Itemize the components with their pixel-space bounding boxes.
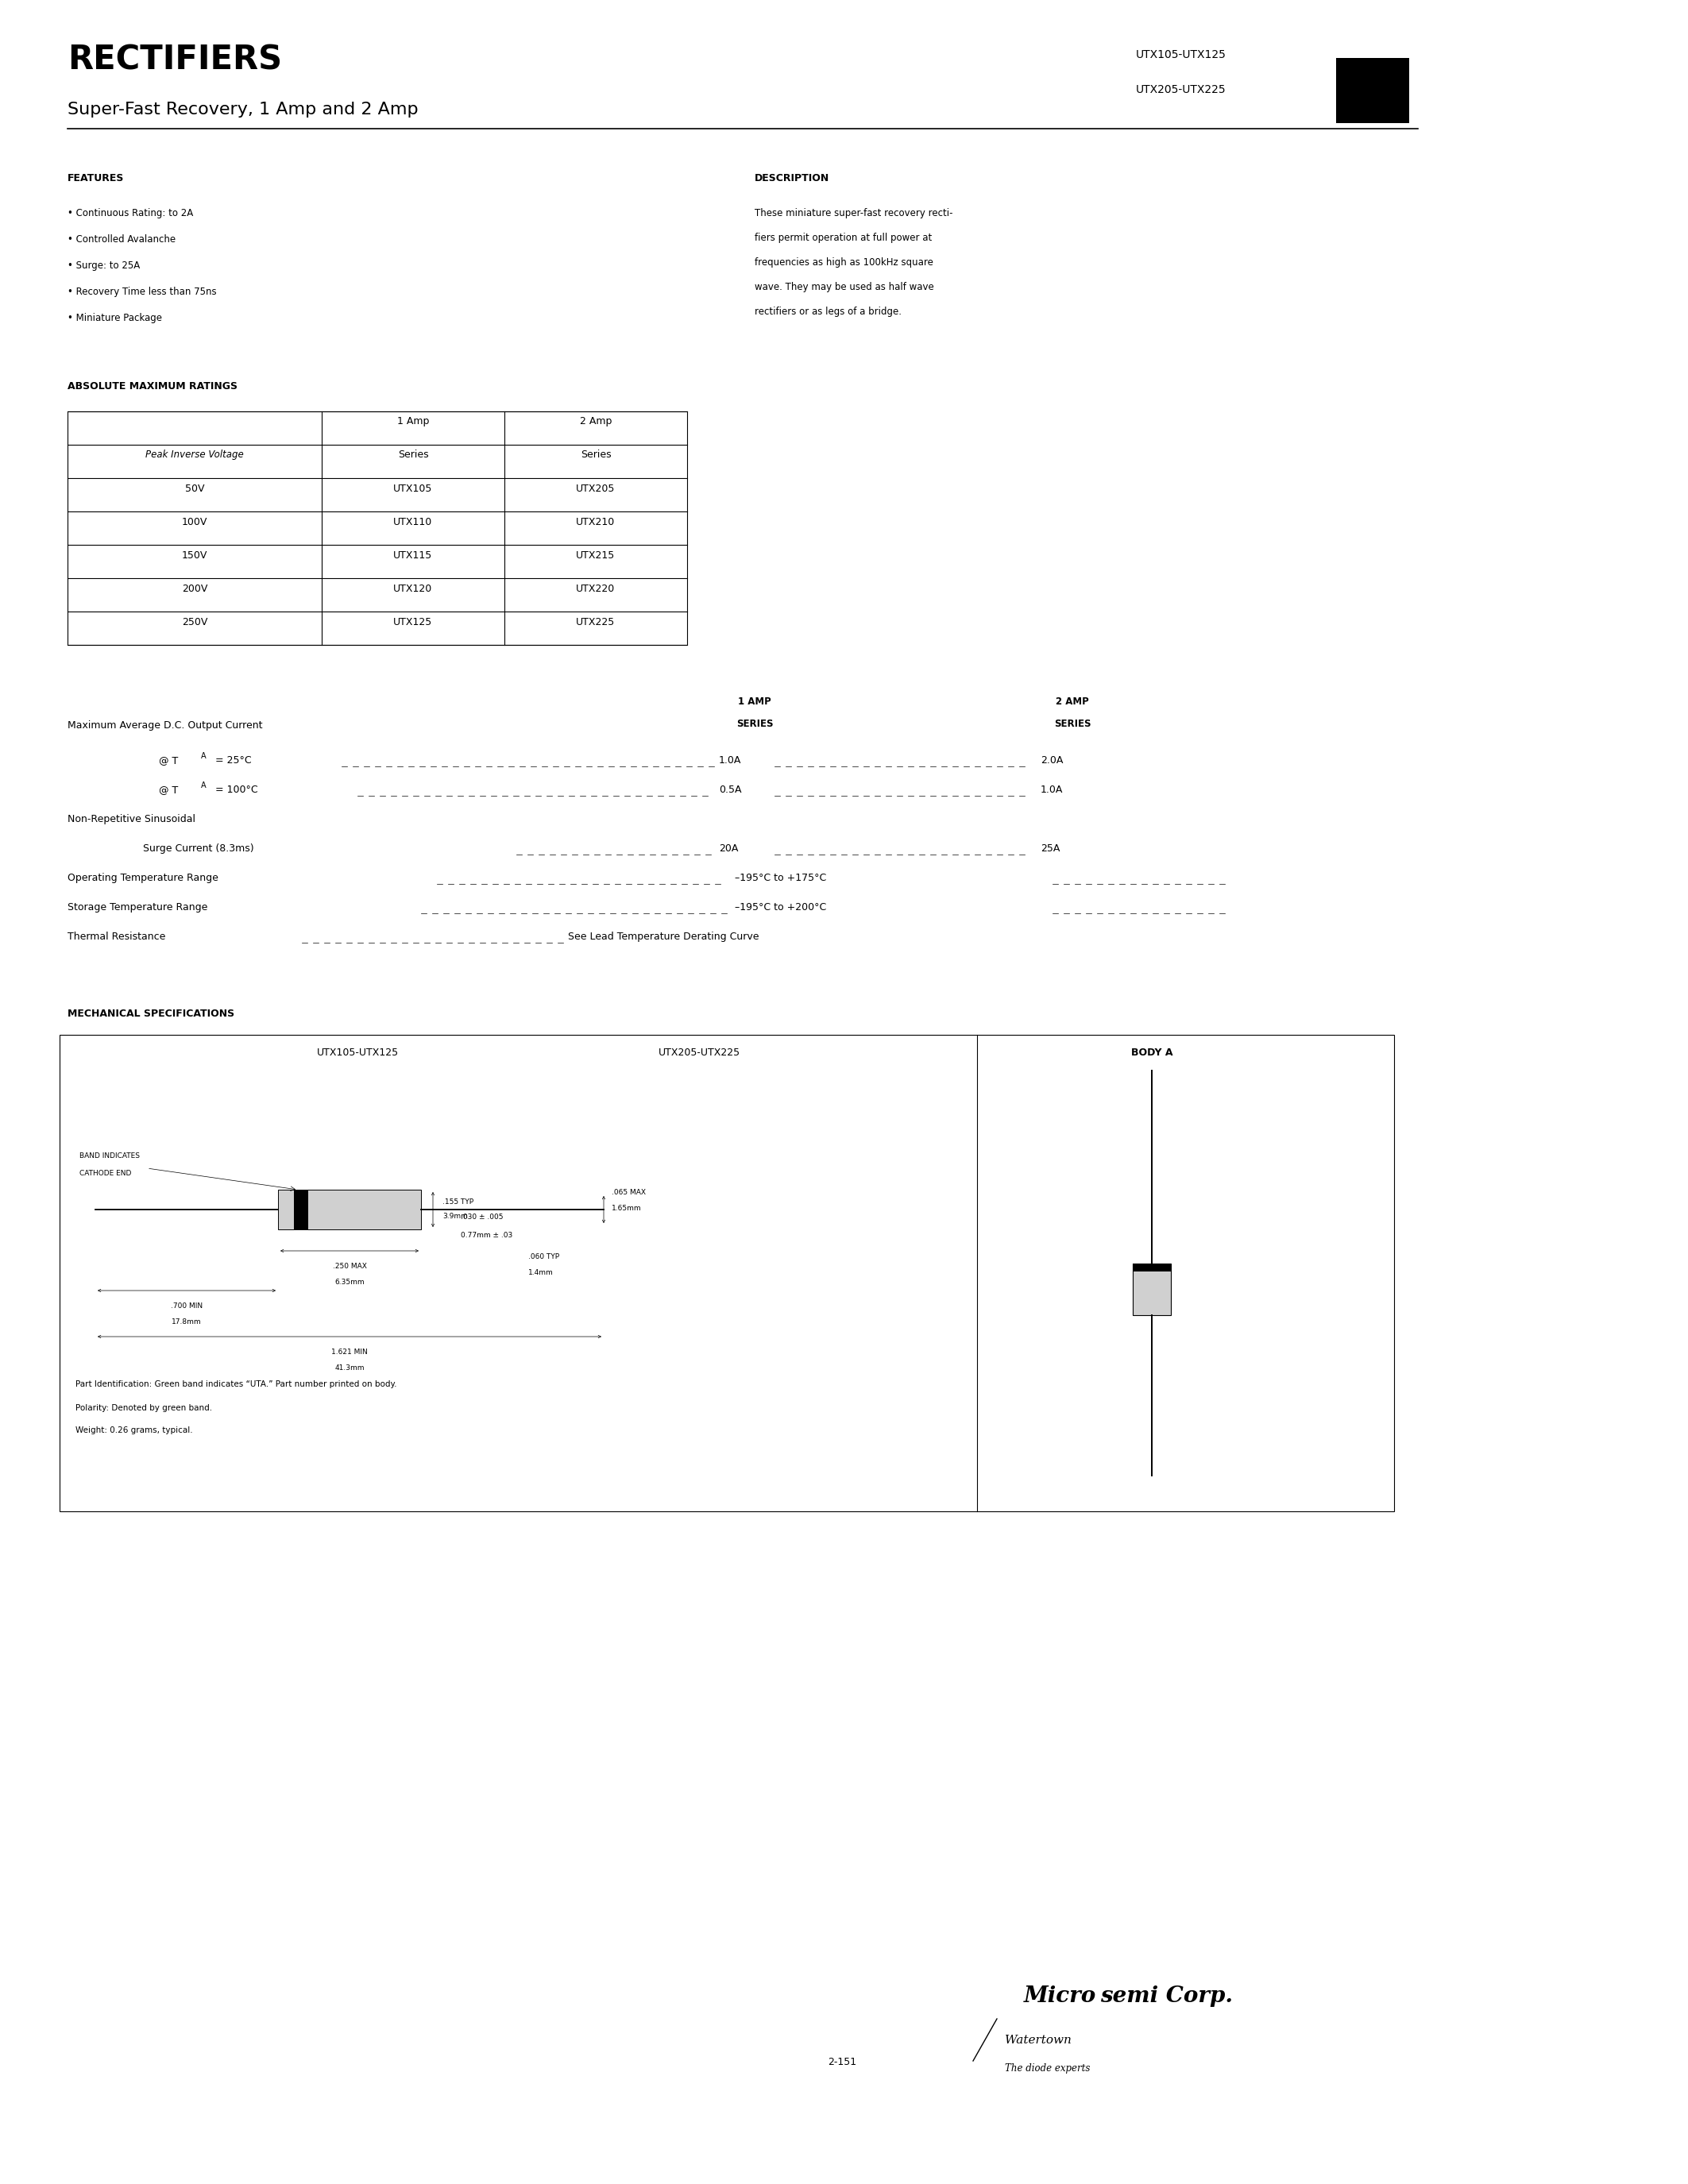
Text: Polarity: Denoted by green band.: Polarity: Denoted by green band. (76, 1404, 213, 1413)
Text: Peak Inverse Voltage: Peak Inverse Voltage (145, 450, 243, 461)
Text: –195°C to +200°C: –195°C to +200°C (734, 902, 827, 913)
Text: SERIES: SERIES (736, 719, 773, 729)
Text: 2 AMP: 2 AMP (1055, 697, 1089, 708)
Bar (294, 1190, 309, 1230)
Text: UTX205: UTX205 (576, 483, 616, 494)
Bar (1133, 1262, 1171, 1271)
Text: • Controlled Avalanche: • Controlled Avalanche (68, 234, 176, 245)
Text: 0.77mm ± .03: 0.77mm ± .03 (461, 1232, 513, 1238)
Text: UTX205-UTX225: UTX205-UTX225 (1136, 85, 1225, 96)
Text: Non-Repetitive Sinusoidal: Non-Repetitive Sinusoidal (68, 815, 196, 823)
Text: UTX105-UTX125: UTX105-UTX125 (317, 1048, 398, 1057)
Text: 6.35mm: 6.35mm (334, 1278, 365, 1286)
Text: 1.0A: 1.0A (719, 756, 741, 767)
Text: 200V: 200V (182, 583, 208, 594)
Bar (1133, 1262, 1171, 1315)
Text: .700 MIN: .700 MIN (170, 1302, 203, 1310)
Text: RECTIFIERS: RECTIFIERS (68, 44, 282, 76)
Text: @ T: @ T (159, 784, 179, 795)
Text: .030 ± .005: .030 ± .005 (461, 1214, 503, 1221)
Text: A: A (201, 782, 206, 788)
Text: 25A: 25A (1040, 843, 1060, 854)
Text: .060 TYP: .060 TYP (528, 1254, 559, 1260)
Text: .155 TYP: .155 TYP (442, 1199, 474, 1206)
Text: 150V: 150V (182, 550, 208, 561)
Text: 1.0A: 1.0A (1040, 784, 1063, 795)
Text: UTX220: UTX220 (576, 583, 616, 594)
Text: UTX205-UTX225: UTX205-UTX225 (658, 1048, 739, 1057)
Text: rectifiers or as legs of a bridge.: rectifiers or as legs of a bridge. (755, 306, 901, 317)
Text: UTX110: UTX110 (393, 518, 432, 526)
Text: These miniature super-fast recovery recti-: These miniature super-fast recovery rect… (755, 207, 952, 218)
Text: 1.4mm: 1.4mm (528, 1269, 554, 1275)
Text: wave. They may be used as half wave: wave. They may be used as half wave (755, 282, 933, 293)
Text: –195°C to +175°C: –195°C to +175°C (734, 874, 827, 882)
Text: UTX225: UTX225 (576, 618, 616, 627)
Text: 1.621 MIN: 1.621 MIN (331, 1348, 368, 1356)
Text: Series: Series (398, 450, 429, 461)
Text: Thermal Resistance: Thermal Resistance (68, 933, 165, 941)
Text: • Continuous Rating: to 2A: • Continuous Rating: to 2A (68, 207, 192, 218)
Text: 2: 2 (1366, 63, 1381, 85)
Text: UTX210: UTX210 (576, 518, 616, 526)
Text: 50V: 50V (186, 483, 204, 494)
Text: • Miniature Package: • Miniature Package (68, 312, 162, 323)
Text: = 100°C: = 100°C (213, 784, 258, 795)
Bar (59, 1035, 1394, 1511)
Text: 0.5A: 0.5A (719, 784, 741, 795)
Text: 100V: 100V (182, 518, 208, 526)
Text: UTX215: UTX215 (576, 550, 616, 561)
Text: The diode experts: The diode experts (1004, 2064, 1090, 2073)
Text: MECHANICAL SPECIFICATIONS: MECHANICAL SPECIFICATIONS (68, 1009, 235, 1020)
Bar (279, 1190, 420, 1230)
Text: UTX125: UTX125 (393, 618, 432, 627)
Text: 41.3mm: 41.3mm (334, 1365, 365, 1372)
Text: Series: Series (581, 450, 611, 461)
Text: 2 Amp: 2 Amp (579, 417, 611, 426)
Text: 2-151: 2-151 (827, 2057, 856, 2068)
Text: fiers permit operation at full power at: fiers permit operation at full power at (755, 234, 932, 242)
Text: .065 MAX: .065 MAX (611, 1188, 647, 1197)
Text: UTX105: UTX105 (393, 483, 432, 494)
Text: = 25°C: = 25°C (213, 756, 252, 767)
Text: frequencies as high as 100kHz square: frequencies as high as 100kHz square (755, 258, 933, 269)
Text: DESCRIPTION: DESCRIPTION (755, 173, 829, 183)
Text: 20A: 20A (719, 843, 738, 854)
Text: Surge Current (8.3ms): Surge Current (8.3ms) (143, 843, 253, 854)
Text: ABSOLUTE MAXIMUM RATINGS: ABSOLUTE MAXIMUM RATINGS (68, 382, 238, 391)
Text: BAND INDICATES: BAND INDICATES (79, 1153, 140, 1160)
Text: CATHODE END: CATHODE END (79, 1171, 132, 1177)
Text: Maximum Average D.C. Output Current: Maximum Average D.C. Output Current (68, 721, 263, 732)
Text: See Lead Temperature Derating Curve: See Lead Temperature Derating Curve (567, 933, 760, 941)
Text: 1 AMP: 1 AMP (738, 697, 771, 708)
Text: BODY A: BODY A (1131, 1048, 1173, 1057)
Text: @ T: @ T (159, 756, 179, 767)
Text: Storage Temperature Range: Storage Temperature Range (68, 902, 208, 913)
Text: Part Identification: Green band indicates “UTA.” Part number printed on body.: Part Identification: Green band indicate… (76, 1380, 397, 1389)
Text: 1 Amp: 1 Amp (397, 417, 429, 426)
Text: Watertown: Watertown (1004, 2035, 1072, 2046)
Text: Weight: 0.26 grams, typical.: Weight: 0.26 grams, typical. (76, 1426, 192, 1435)
Text: Operating Temperature Range: Operating Temperature Range (68, 874, 218, 882)
Text: 250V: 250V (182, 618, 208, 627)
Bar (1337, 59, 1409, 122)
Text: SERIES: SERIES (1053, 719, 1090, 729)
Text: Micro: Micro (1023, 1985, 1096, 2007)
Text: semi Corp.: semi Corp. (1101, 1985, 1232, 2007)
Text: A: A (201, 751, 206, 760)
Bar (68, 411, 687, 644)
Text: .250 MAX: .250 MAX (333, 1262, 366, 1269)
Text: 1.65mm: 1.65mm (611, 1206, 641, 1212)
Text: FEATURES: FEATURES (68, 173, 125, 183)
Text: 3.9mm: 3.9mm (442, 1212, 468, 1221)
Text: • Recovery Time less than 75ns: • Recovery Time less than 75ns (68, 286, 216, 297)
Text: UTX115: UTX115 (393, 550, 432, 561)
Text: UTX120: UTX120 (393, 583, 432, 594)
Text: UTX105-UTX125: UTX105-UTX125 (1136, 50, 1227, 61)
Text: 17.8mm: 17.8mm (172, 1319, 201, 1326)
Text: • Surge: to 25A: • Surge: to 25A (68, 260, 140, 271)
Text: 2.0A: 2.0A (1040, 756, 1063, 767)
Text: Super-Fast Recovery, 1 Amp and 2 Amp: Super-Fast Recovery, 1 Amp and 2 Amp (68, 103, 419, 118)
